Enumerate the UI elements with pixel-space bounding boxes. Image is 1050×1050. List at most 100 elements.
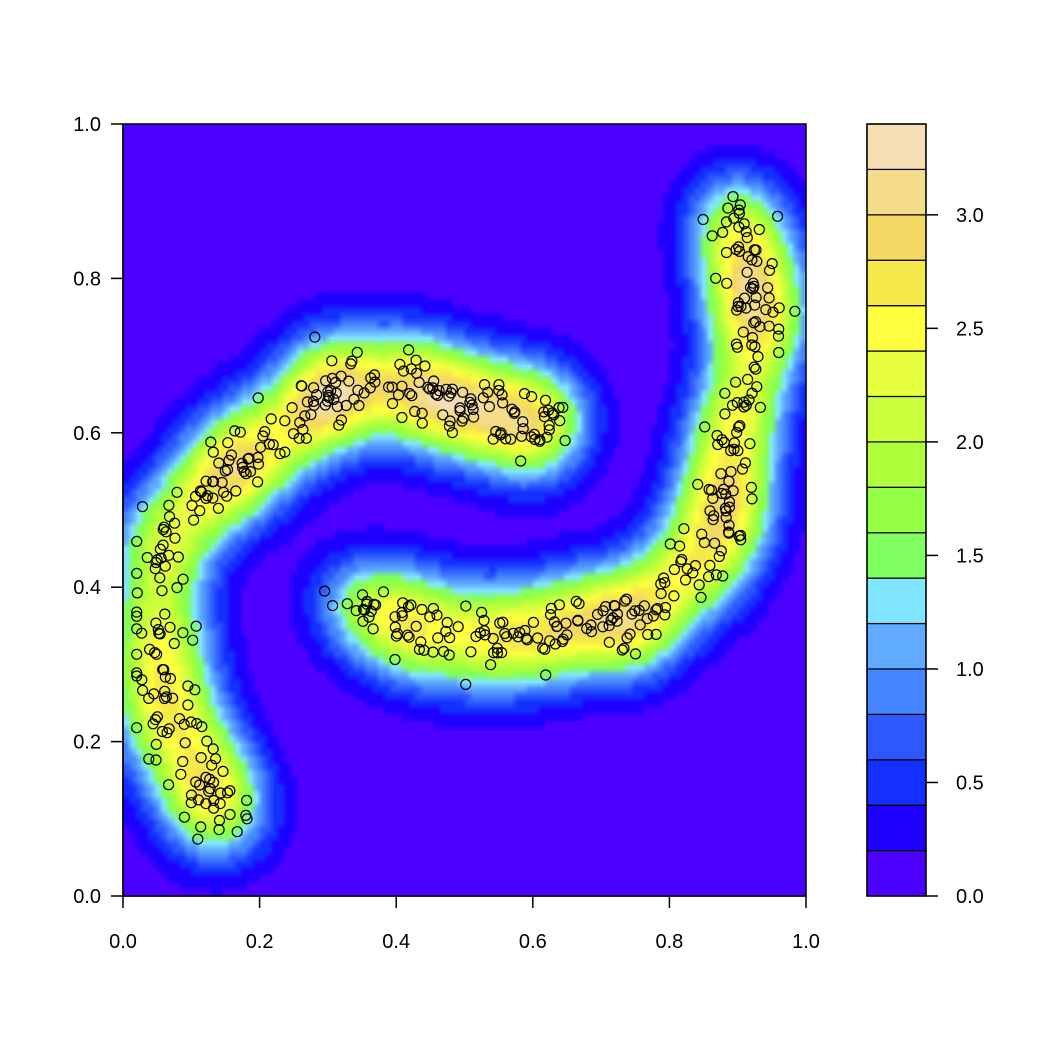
data-point (330, 376, 342, 388)
data-point (487, 433, 499, 445)
contour-fill (123, 124, 806, 896)
data-point (365, 372, 377, 384)
data-point (525, 391, 538, 403)
data-point (519, 624, 531, 637)
data-point (438, 645, 450, 658)
data-point (538, 406, 550, 418)
data-point (252, 476, 264, 488)
data-point (715, 545, 727, 557)
y-tick-label: 0.6 (73, 423, 101, 445)
data-point (164, 621, 176, 633)
data-point (501, 631, 513, 643)
data-point (440, 625, 452, 638)
data-point (279, 446, 291, 458)
data-point (629, 648, 642, 660)
data-point (443, 390, 455, 402)
data-point (131, 667, 143, 679)
data-point (548, 616, 561, 628)
colorbar-swatch (866, 441, 927, 488)
colorbar-tick-label: 2.0 (956, 432, 984, 454)
data-point (789, 305, 801, 317)
data-point (187, 634, 199, 646)
data-point (695, 591, 707, 604)
data-point (185, 797, 197, 809)
data-point (213, 823, 225, 836)
data-point (572, 615, 584, 627)
data-point (159, 560, 171, 572)
data-point (773, 302, 785, 314)
data-point (427, 646, 439, 658)
data-point (136, 501, 149, 513)
data-point (650, 628, 662, 641)
data-point (748, 317, 760, 329)
data-point (624, 628, 636, 640)
data-point (742, 251, 754, 263)
data-point (603, 636, 615, 648)
data-point (664, 538, 676, 550)
data-point (731, 397, 743, 409)
data-point (326, 372, 338, 384)
data-point (200, 475, 212, 487)
data-point (599, 600, 612, 613)
data-point (618, 642, 630, 654)
data-point (350, 604, 362, 617)
data-point (386, 397, 399, 410)
data-point (308, 382, 320, 394)
x-tick-label: 0.8 (655, 931, 683, 953)
data-point (444, 415, 456, 427)
data-point (343, 375, 355, 387)
data-point (647, 610, 659, 622)
data-point (131, 535, 143, 548)
data-point (160, 526, 172, 538)
data-point (723, 519, 735, 531)
colorbar-swatch (866, 532, 927, 579)
data-point (137, 684, 149, 697)
data-point (476, 606, 488, 619)
data-point (454, 405, 466, 417)
colorbar-swatch (866, 168, 927, 216)
data-point (252, 458, 264, 470)
data-point (493, 379, 505, 391)
data-point (185, 789, 198, 801)
data-point (188, 514, 200, 526)
data-point (750, 244, 762, 256)
data-point (427, 382, 439, 394)
data-point (222, 437, 234, 449)
data-point (717, 483, 730, 495)
data-point (763, 264, 776, 276)
data-point (219, 465, 231, 477)
data-point (149, 646, 161, 659)
data-point (517, 423, 529, 435)
data-point (773, 346, 785, 359)
colorbar-swatch (866, 668, 927, 715)
data-point (221, 490, 233, 502)
colorbar-tick-label: 1.0 (956, 659, 984, 681)
data-point (422, 381, 434, 393)
data-point (633, 604, 645, 617)
data-point (537, 642, 549, 654)
data-point (496, 646, 508, 659)
data-point (177, 627, 189, 639)
data-point (557, 401, 569, 413)
data-point (157, 523, 169, 536)
data-point (515, 430, 528, 442)
data-point (641, 612, 653, 625)
data-point (482, 386, 494, 398)
data-point (200, 797, 212, 810)
data-point (263, 438, 275, 450)
data-point (397, 365, 410, 377)
colorbar-swatch (866, 713, 927, 761)
data-point (163, 499, 175, 511)
data-point (178, 811, 190, 823)
data-point (541, 431, 553, 443)
data-point (720, 511, 732, 524)
data-point (771, 210, 784, 222)
data-point (403, 631, 415, 643)
data-point (681, 563, 693, 575)
data-point (221, 787, 234, 799)
data-point (190, 620, 202, 632)
data-point (456, 415, 468, 427)
data-point (703, 483, 715, 496)
data-point (241, 794, 253, 807)
data-point (754, 401, 767, 413)
